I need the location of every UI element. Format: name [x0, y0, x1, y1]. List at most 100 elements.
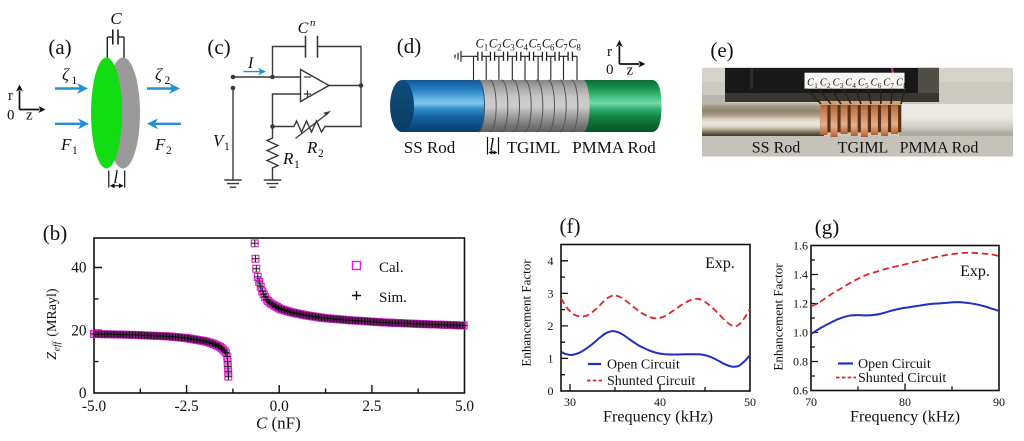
svg-text:(a): (a) — [48, 35, 71, 59]
svg-text:0: 0 — [79, 385, 87, 402]
svg-text:80: 80 — [899, 395, 911, 409]
svg-text:(e): (e) — [710, 38, 733, 62]
svg-text:ζ: ζ — [155, 65, 163, 84]
svg-text:Exp.: Exp. — [705, 255, 735, 272]
svg-text:3: 3 — [510, 43, 515, 53]
svg-text:z: z — [26, 108, 33, 124]
svg-text:F: F — [60, 135, 72, 154]
svg-text:(b): (b) — [43, 221, 68, 245]
svg-text:1: 1 — [224, 141, 230, 153]
svg-text:1.0: 1.0 — [793, 326, 808, 340]
svg-text:2.5: 2.5 — [362, 398, 381, 415]
svg-text:l: l — [113, 167, 118, 187]
svg-text:Enhancement Factor: Enhancement Factor — [519, 259, 534, 367]
svg-text:4: 4 — [548, 254, 554, 268]
svg-text:C: C — [298, 20, 309, 37]
svg-text:Frequency (kHz): Frequency (kHz) — [850, 408, 960, 426]
svg-text:C: C — [820, 78, 827, 89]
svg-text:C: C — [833, 78, 840, 89]
svg-text:C: C — [858, 78, 865, 89]
svg-text:C: C — [502, 37, 511, 51]
svg-text:8: 8 — [576, 43, 581, 53]
svg-text:2: 2 — [548, 319, 554, 333]
svg-text:1: 1 — [72, 145, 78, 157]
svg-text:1: 1 — [294, 159, 300, 171]
svg-text:(g): (g) — [815, 215, 840, 239]
svg-text:2: 2 — [318, 148, 324, 160]
svg-text:5: 5 — [537, 43, 542, 53]
svg-text:(c): (c) — [207, 35, 230, 59]
svg-text:Open Circuit: Open Circuit — [607, 358, 680, 373]
svg-text:R: R — [306, 138, 318, 157]
svg-text:0: 0 — [606, 62, 614, 78]
svg-text:R: R — [282, 149, 294, 168]
svg-text:1: 1 — [484, 43, 489, 53]
svg-text:3: 3 — [840, 82, 844, 90]
svg-text:Exp.: Exp. — [960, 263, 990, 280]
svg-text:TGIML: TGIML — [838, 140, 889, 157]
svg-text:F: F — [154, 135, 166, 154]
svg-text:-5.0: -5.0 — [82, 398, 107, 415]
svg-text:r: r — [607, 44, 612, 60]
svg-text:C: C — [542, 37, 551, 51]
svg-text:1.4: 1.4 — [793, 268, 808, 282]
svg-text:C: C — [555, 37, 564, 51]
svg-text:ζ: ζ — [62, 65, 70, 84]
svg-text:40: 40 — [654, 395, 666, 409]
svg-text:2: 2 — [166, 145, 172, 157]
svg-text:C: C — [110, 9, 122, 28]
svg-text:V: V — [213, 131, 226, 150]
svg-text:C: C — [568, 37, 577, 51]
svg-text:50: 50 — [744, 395, 756, 409]
svg-text:0.8: 0.8 — [793, 355, 808, 369]
svg-text:2: 2 — [497, 43, 502, 53]
svg-text:3: 3 — [548, 286, 554, 300]
svg-text:7: 7 — [891, 82, 895, 90]
svg-text:1: 1 — [72, 75, 78, 87]
svg-text:2: 2 — [827, 82, 831, 90]
svg-text:0: 0 — [7, 108, 15, 124]
svg-text:TGIML: TGIML — [507, 138, 561, 157]
svg-text:r: r — [8, 88, 13, 104]
svg-text:Shunted Circuit: Shunted Circuit — [607, 374, 695, 389]
svg-text:C: C — [529, 37, 538, 51]
svg-text:6: 6 — [550, 43, 555, 53]
svg-text:Sim.: Sim. — [379, 290, 407, 306]
svg-text:70: 70 — [805, 395, 817, 409]
svg-text:I: I — [247, 55, 254, 72]
svg-text:Frequency (kHz): Frequency (kHz) — [603, 408, 713, 426]
svg-text:1: 1 — [814, 82, 818, 90]
svg-text:PMMA Rod: PMMA Rod — [900, 140, 979, 157]
svg-text:SS Rod: SS Rod — [404, 138, 456, 157]
svg-text:C: C — [871, 78, 878, 89]
svg-text:z: z — [627, 63, 634, 79]
svg-text:l: l — [489, 135, 494, 155]
svg-text:(f): (f) — [560, 214, 581, 238]
svg-text:0.6: 0.6 — [793, 384, 808, 398]
svg-text:(nF): (nF) — [272, 414, 301, 433]
svg-text:C: C — [807, 78, 814, 89]
svg-text:20: 20 — [71, 322, 87, 339]
svg-text:1.6: 1.6 — [793, 239, 808, 253]
svg-text:C: C — [896, 78, 903, 89]
svg-text:2: 2 — [165, 75, 171, 87]
svg-text:C: C — [476, 37, 485, 51]
svg-text:C: C — [845, 78, 852, 89]
svg-text:1.2: 1.2 — [793, 297, 808, 311]
svg-text:0.0: 0.0 — [270, 398, 289, 415]
svg-text:Shunted Circuit: Shunted Circuit — [858, 371, 946, 386]
svg-text:40: 40 — [71, 260, 87, 277]
svg-text:30: 30 — [564, 395, 576, 409]
svg-text:C: C — [256, 414, 268, 433]
svg-text:PMMA Rod: PMMA Rod — [572, 138, 656, 157]
svg-text:(d): (d) — [397, 34, 422, 58]
svg-text:5.0: 5.0 — [455, 398, 474, 415]
svg-text:1: 1 — [548, 351, 554, 365]
svg-text:C: C — [515, 37, 524, 51]
svg-text:90: 90 — [993, 395, 1005, 409]
svg-text:4: 4 — [524, 43, 529, 53]
svg-text:Cal.: Cal. — [379, 260, 404, 276]
svg-text:SS Rod: SS Rod — [752, 140, 800, 157]
svg-text:Z: Z — [45, 352, 60, 360]
svg-text:0: 0 — [548, 384, 554, 398]
